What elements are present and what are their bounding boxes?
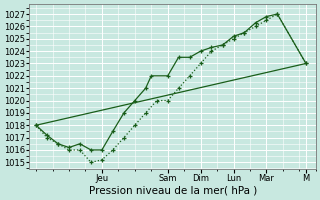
- X-axis label: Pression niveau de la mer( hPa ): Pression niveau de la mer( hPa ): [89, 186, 257, 196]
